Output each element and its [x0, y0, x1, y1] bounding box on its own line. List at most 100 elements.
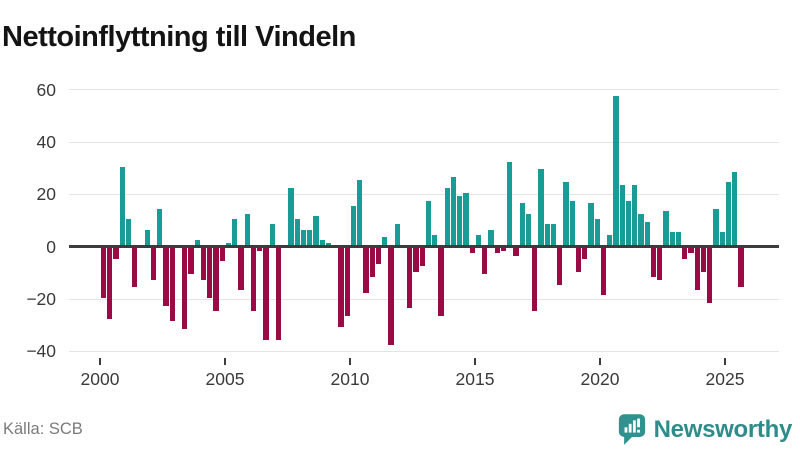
bar-quarter-value: [125, 219, 132, 246]
y-axis-label: −20: [26, 289, 56, 309]
bar-quarter-value: [569, 200, 575, 246]
bar-quarter-value: [350, 205, 357, 246]
bar-quarter-value: [594, 219, 600, 246]
brand-name: Newsworthy: [653, 415, 793, 443]
y-axis-label: 0: [46, 236, 56, 257]
bar-quarter-value: [532, 248, 538, 311]
bar-quarter-value: [469, 248, 475, 254]
bar-quarter-value: [457, 195, 463, 246]
bar-quarter-value: [607, 234, 613, 246]
bar-quarter-value: [207, 248, 213, 298]
bar-quarter-value: [163, 248, 169, 306]
bar-quarter-value: [419, 248, 425, 267]
x-axis-tick: [474, 358, 476, 365]
bar-quarter-value: [619, 185, 625, 246]
bar-quarter-value: [169, 248, 175, 322]
bar-quarter-value: [463, 192, 469, 246]
bar-quarter-value: [694, 248, 700, 291]
bar-quarter-value: [182, 248, 188, 330]
bar-quarter-value: [300, 229, 307, 246]
bar-quarter-value: [582, 248, 588, 259]
bar-quarter-value: [194, 239, 200, 246]
bar-quarter-value: [425, 200, 432, 246]
x-axis-label: 2025: [705, 369, 745, 389]
x-axis-label: 2020: [580, 369, 620, 389]
bar-quarter-value: [200, 248, 207, 280]
bar-quarter-value: [538, 169, 544, 246]
bar-quarter-value: [557, 248, 563, 285]
y-axis-label: 20: [36, 184, 56, 205]
bar-quarter-value: [707, 248, 713, 304]
bar-quarter-value: [682, 248, 688, 259]
bar-quarter-value: [269, 224, 275, 246]
bar-quarter-value: [544, 224, 550, 246]
bar-quarter-value: [113, 248, 119, 259]
bar-quarter-value: [413, 248, 419, 272]
bar-quarter-value: [250, 248, 257, 311]
bar-quarter-value: [407, 248, 413, 309]
gridline: [69, 141, 779, 143]
y-axis-label: 40: [36, 132, 56, 153]
bar-quarter-value: [432, 234, 438, 246]
bar-quarter-value: [513, 248, 519, 257]
bar-quarter-value: [307, 229, 313, 246]
x-axis-label: 2005: [205, 369, 245, 389]
bar-quarter-value: [507, 161, 513, 246]
x-axis-label: 2015: [455, 369, 495, 389]
bar-quarter-value: [738, 248, 744, 288]
bar-quarter-value: [438, 248, 444, 317]
bar-quarter-value: [157, 208, 163, 246]
bar-quarter-value: [625, 200, 632, 246]
chart-title: Nettoinflyttning till Vindeln: [2, 21, 356, 54]
bar-quarter-value: [244, 213, 250, 246]
bar-quarter-value: [482, 248, 488, 275]
bar-quarter-value: [632, 185, 638, 246]
newsworthy-speech-bubble-chart-icon: [618, 413, 646, 446]
bar-quarter-value: [588, 203, 594, 246]
bar-quarter-value: [700, 248, 707, 272]
bar-quarter-value: [363, 248, 369, 293]
bar-quarter-value: [313, 216, 319, 246]
bar-quarter-value: [688, 248, 694, 254]
bar-quarter-value: [475, 234, 482, 246]
bar-quarter-value: [263, 248, 269, 340]
x-axis-tick: [99, 358, 101, 365]
bar-quarter-value: [669, 232, 675, 246]
bar-quarter-value: [563, 182, 569, 246]
bar-quarter-value: [257, 248, 263, 251]
x-axis-label: 2010: [330, 369, 370, 389]
bar-quarter-value: [188, 248, 194, 275]
gridline: [69, 193, 779, 195]
bar-quarter-value: [450, 177, 457, 246]
bar-quarter-value: [525, 213, 532, 246]
bar-quarter-value: [232, 219, 238, 246]
bar-quarter-value: [275, 248, 282, 340]
bar-quarter-value: [225, 242, 232, 246]
x-axis-tick: [599, 358, 601, 365]
bar-quarter-value: [519, 203, 525, 246]
x-axis-tick: [724, 358, 726, 365]
bar-quarter-value: [725, 182, 732, 246]
bar-quarter-value: [288, 187, 294, 246]
bar-quarter-value: [600, 248, 607, 296]
bar-quarter-value: [488, 229, 494, 246]
gridline: [69, 350, 779, 352]
bar-quarter-value: [444, 187, 450, 246]
y-axis-label: 60: [36, 79, 56, 100]
bar-quarter-value: [338, 248, 344, 327]
bar-quarter-value: [213, 248, 219, 311]
bar-quarter-value: [719, 232, 725, 246]
zero-axis-line: [69, 245, 779, 249]
bar-quarter-value: [500, 248, 507, 251]
brand-lockup: Newsworthy: [618, 413, 792, 446]
bar-quarter-value: [219, 248, 225, 262]
bar-quarter-value: [119, 166, 125, 246]
bar-quarter-value: [382, 237, 388, 246]
x-axis-tick: [224, 358, 226, 365]
bar-quarter-value: [150, 248, 157, 280]
source-note: Källa: SCB: [3, 420, 83, 438]
bar-quarter-value: [107, 248, 113, 319]
bar-quarter-value: [394, 224, 400, 246]
bar-quarter-value: [238, 248, 244, 291]
